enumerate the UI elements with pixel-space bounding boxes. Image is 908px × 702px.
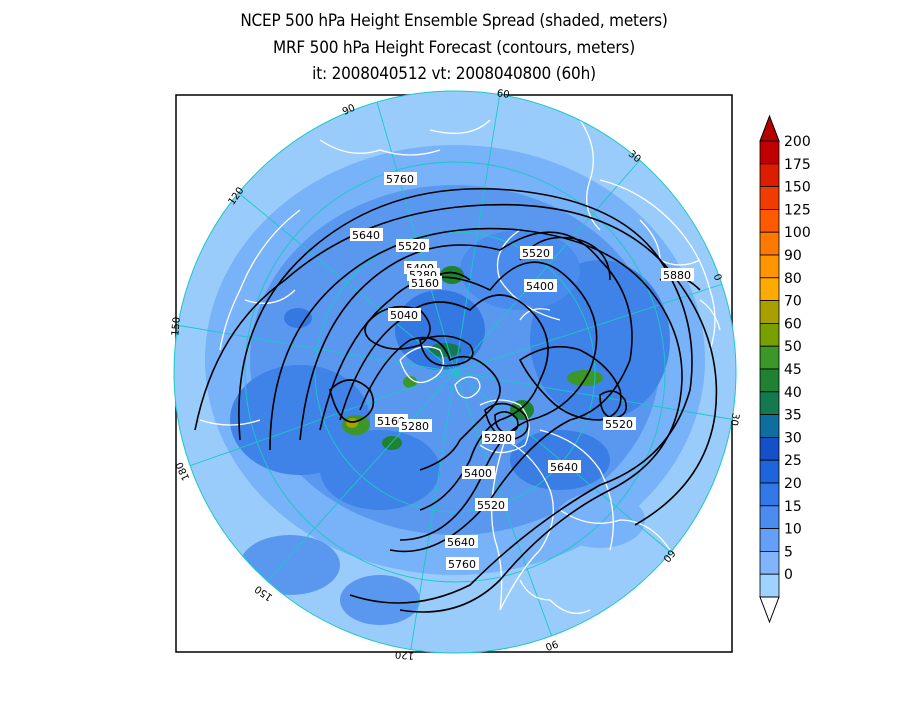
contour-label-text: 5280: [484, 432, 512, 445]
chart-title-line-3: it: 2008040512 vt: 2008040800 (60h): [312, 64, 596, 84]
chart-title-line-2: MRF 500 hPa Height Forecast (contours, m…: [273, 38, 635, 58]
contour-label-text: 5280: [401, 420, 429, 433]
colorbar-swatch: [759, 505, 780, 529]
coastlines: [199, 119, 721, 614]
lon-label: 90: [544, 637, 560, 652]
colorbar-label: 150: [784, 180, 811, 196]
colorbar-label: 70: [784, 294, 802, 310]
lon-label: 150: [170, 317, 183, 337]
contour-label-text: 5760: [386, 173, 414, 186]
colorbar-label: 25: [784, 453, 802, 469]
colorbar-swatch: [759, 391, 780, 415]
colorbar-label: 0: [784, 567, 793, 583]
colorbar-boxes: [759, 114, 780, 624]
contour-label: 5520: [396, 239, 429, 253]
contour-label-text: 5520: [605, 418, 633, 431]
colorbar-swatch: [759, 436, 780, 461]
contour-label: 5160: [409, 276, 442, 290]
contour-label: 5280: [482, 431, 515, 445]
contour-label: 5880: [661, 268, 694, 282]
colorbar-swatch: [759, 459, 780, 484]
colorbar-swatch: [759, 186, 780, 210]
colorbar-label: 100: [784, 225, 811, 241]
colorbar-labels: 2001751501251009080706050454035302520151…: [784, 134, 811, 583]
colorbar-swatch: [759, 368, 780, 393]
colorbar-swatch: [759, 277, 780, 301]
colorbar-swatch: [759, 140, 780, 165]
contour-label: 5520: [603, 417, 636, 431]
colorbar-label: 10: [784, 522, 802, 538]
colorbar-swatch: [759, 551, 780, 575]
contour-label-text: 5160: [411, 277, 439, 290]
colorbar-swatch: [759, 573, 780, 598]
contour-label-text: 5880: [663, 269, 691, 282]
colorbar-swatch: [759, 482, 780, 507]
contour-labels: 5760 5640 5520 5400 5280 5160 5040 5520 …: [350, 172, 694, 571]
colorbar-swatch: [759, 231, 780, 256]
chart-title-line-1: NCEP 500 hPa Height Ensemble Spread (sha…: [240, 11, 668, 31]
colorbar-label: 35: [784, 408, 802, 424]
colorbar-swatch: [759, 208, 780, 233]
contour-label-text: 5520: [477, 499, 505, 512]
contour-label: 5760: [446, 557, 479, 571]
contour-label-text: 5640: [550, 461, 578, 474]
colorbar-label: 80: [784, 271, 802, 287]
colorbar-swatch: [759, 254, 780, 279]
colorbar-swatch: [759, 322, 780, 347]
lon-label: 0: [711, 273, 724, 283]
colorbar-label: 45: [784, 362, 802, 378]
contour-label: 5520: [520, 246, 553, 260]
colorbar-label: 15: [784, 499, 802, 515]
colorbar-swatch: [759, 300, 780, 324]
contour-label-text: 5040: [390, 309, 418, 322]
colorbar-label: 175: [784, 157, 811, 173]
colorbar-label: 60: [784, 316, 802, 332]
contour-label: 5760: [384, 172, 417, 186]
colorbar-label: 90: [784, 248, 802, 264]
contour-label: 5400: [462, 466, 495, 480]
contour-label-text: 5760: [448, 558, 476, 571]
contour-label: 5640: [350, 228, 383, 242]
lon-label: 60: [496, 88, 510, 101]
contour-label: 5640: [548, 460, 581, 474]
contour-label: 5520: [475, 498, 508, 512]
colorbar-label: 50: [784, 339, 802, 355]
colorbar-swatch: [759, 414, 780, 438]
colorbar-bottom-arrow: [759, 596, 780, 624]
colorbar-top-arrow: [759, 114, 780, 142]
lon-label: 30: [728, 412, 741, 426]
colorbar-label: 20: [784, 476, 802, 492]
contour-label: 5040: [388, 308, 421, 322]
colorbar-swatch: [759, 163, 780, 188]
contour-label-text: 5640: [447, 536, 475, 549]
contour-label: 5400: [524, 279, 557, 293]
contour-label-text: 5640: [352, 229, 380, 242]
colorbar-label: 125: [784, 202, 811, 218]
lon-label: 90: [341, 103, 357, 118]
contour-label-text: 5160: [377, 415, 405, 428]
contour-label: 5640: [445, 535, 478, 549]
colorbar-swatch: [759, 345, 780, 370]
contour-label-text: 5520: [398, 240, 426, 253]
lon-label: 120: [395, 648, 415, 661]
contour-label-text: 5520: [522, 247, 550, 260]
colorbar-label: 5: [784, 544, 793, 560]
colorbar-label: 200: [784, 134, 811, 150]
colorbar-label: 30: [784, 430, 802, 446]
contour-label: 5280: [399, 419, 432, 433]
colorbar-label: 40: [784, 385, 802, 401]
contour-label-text: 5400: [464, 467, 492, 480]
colorbar-swatch: [759, 528, 780, 552]
contour-label-text: 5400: [526, 280, 554, 293]
